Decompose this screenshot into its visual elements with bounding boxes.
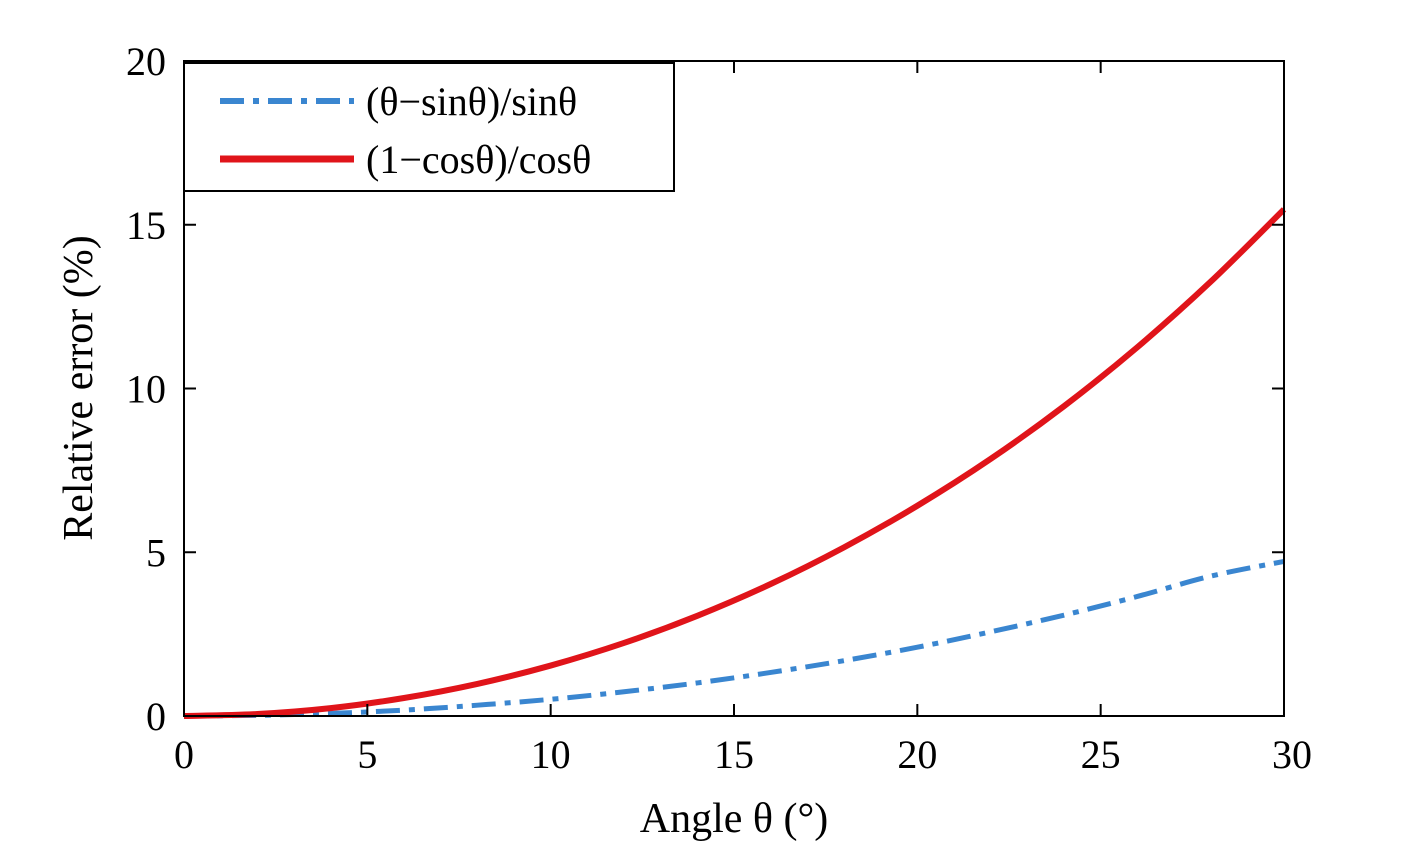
x-tick-label: 15 (714, 732, 754, 777)
legend-label-0: (θ−sinθ)/sinθ (366, 79, 577, 124)
x-tick-label: 10 (531, 732, 571, 777)
x-tick-label: 25 (1081, 732, 1121, 777)
x-axis-title: Angle θ (°) (640, 796, 829, 842)
x-tick-label: 5 (357, 732, 377, 777)
y-tick-label: 0 (146, 694, 166, 739)
y-tick-label: 15 (126, 203, 166, 248)
legend: (θ−sinθ)/sinθ (1−cosθ)/cosθ (183, 62, 675, 192)
y-tick-label: 10 (126, 367, 166, 412)
ticks-layer: 0 5 10 15 20 25 30 0 5 10 15 20 (126, 39, 1312, 777)
legend-label-1: (1−cosθ)/cosθ (366, 137, 591, 182)
series-line-1 (183, 207, 1287, 719)
y-tick-label: 20 (126, 39, 166, 84)
y-tick-label: 5 (146, 530, 166, 575)
y-axis-title: Relative error (%) (56, 235, 102, 541)
legend-box (183, 62, 675, 192)
series-layer (183, 207, 1287, 719)
series-line-0 (183, 558, 1285, 719)
x-tick-label: 20 (897, 732, 937, 777)
x-tick-label: 30 (1272, 732, 1312, 777)
x-tick-label: 0 (174, 732, 194, 777)
